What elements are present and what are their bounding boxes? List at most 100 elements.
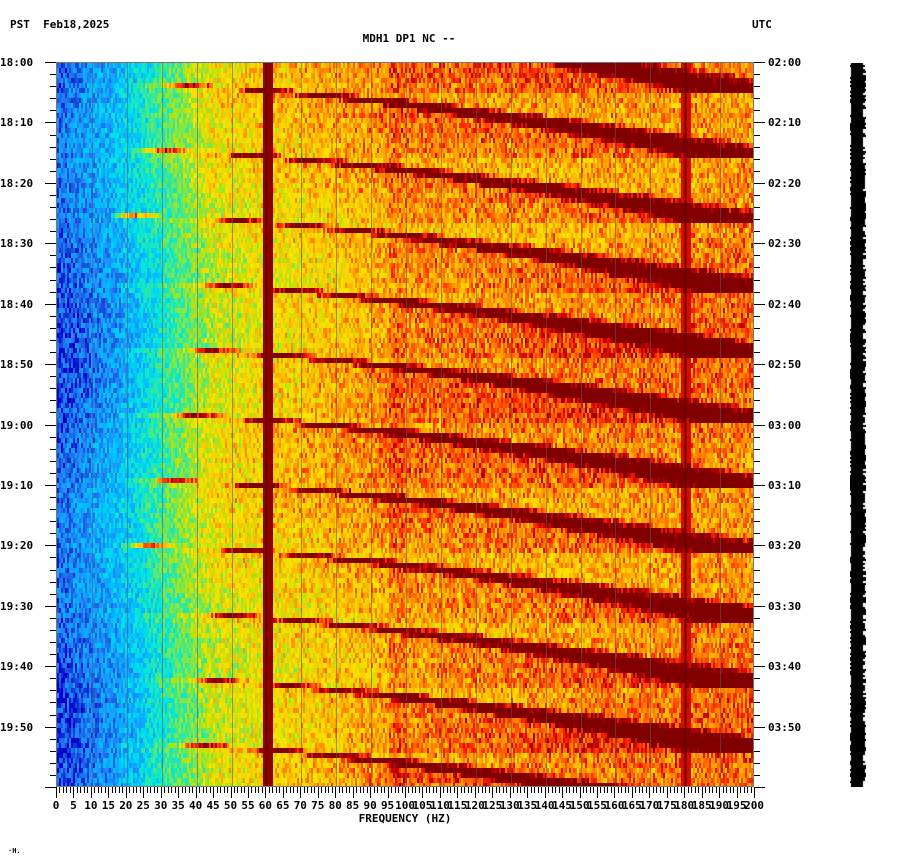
freq-axis-tick-label: 105 [412, 799, 433, 812]
freq-axis-minor-tick [600, 787, 601, 793]
freq-axis-minor-tick [402, 787, 403, 793]
left-axis-tick-label: 18:00 [0, 56, 34, 69]
left-axis-minor-tick [50, 594, 56, 595]
freq-axis-minor-tick [447, 787, 448, 793]
freq-axis-tick-label: 110 [430, 799, 450, 812]
freq-axis-minor-tick [621, 787, 622, 793]
freq-axis-tick-label: 150 [569, 799, 590, 812]
freq-axis-minor-tick [241, 787, 242, 793]
freq-axis-minor-tick [171, 787, 172, 793]
freq-axis-minor-tick [272, 787, 273, 793]
freq-axis-major-tick [178, 787, 179, 798]
freq-axis-minor-tick [520, 787, 521, 793]
header-date: Feb18,2025 [43, 18, 110, 31]
right-axis-major-tick [754, 485, 765, 486]
right-axis-minor-tick [754, 159, 760, 160]
left-axis-minor-tick [50, 388, 56, 389]
right-axis-minor-tick [754, 135, 760, 136]
right-axis-tick-label: 02:50 [768, 358, 802, 372]
right-axis-minor-tick [754, 751, 760, 752]
freq-axis-major-tick [667, 787, 668, 798]
left-axis-minor-tick [50, 509, 56, 510]
freq-axis-tick-label: 20 [119, 799, 133, 812]
freq-axis-tick-label: 100 [395, 799, 415, 812]
left-axis-minor-tick [50, 159, 56, 160]
freq-axis-minor-tick [695, 787, 696, 793]
freq-axis-major-tick [213, 787, 214, 798]
freq-axis-minor-tick [182, 787, 183, 793]
freq-axis-minor-tick [269, 787, 270, 793]
freq-axis-minor-tick [656, 787, 657, 793]
freq-axis-minor-tick [698, 787, 699, 793]
freq-axis-minor-tick [237, 787, 238, 793]
station-code-label: MDH1 DP1 NC -- [362, 32, 456, 45]
freq-axis-minor-tick [559, 787, 560, 793]
freq-axis-minor-tick [482, 787, 483, 793]
right-axis-minor-tick [754, 594, 760, 595]
freq-axis-minor-tick [555, 787, 556, 793]
freq-axis-major-tick [545, 787, 546, 798]
freq-axis-minor-tick [730, 787, 731, 793]
right-axis-major-tick [754, 545, 765, 546]
freq-axis-minor-tick [251, 787, 252, 793]
freq-axis-minor-tick [723, 787, 724, 793]
freq-axis-minor-tick [611, 787, 612, 793]
freq-axis-major-tick [370, 787, 371, 798]
left-axis-major-tick [45, 606, 56, 607]
left-axis-minor-tick [50, 86, 56, 87]
freq-axis-minor-tick [157, 787, 158, 793]
freq-axis-major-tick [143, 787, 144, 798]
freq-axis-minor-tick [227, 787, 228, 793]
freq-axis-minor-tick [524, 787, 525, 793]
freq-axis-tick-label: 30 [154, 799, 168, 812]
freq-axis-minor-tick [450, 787, 451, 793]
left-axis-major-tick [45, 727, 56, 728]
freq-axis-minor-tick [87, 787, 88, 793]
left-axis-minor-tick [50, 400, 56, 401]
right-axis-minor-tick [754, 207, 760, 208]
right-axis-minor-tick [754, 739, 760, 740]
freq-axis-major-tick [702, 787, 703, 798]
left-axis-minor-tick [50, 702, 56, 703]
right-axis-minor-tick [754, 437, 760, 438]
right-axis-minor-tick [754, 715, 760, 716]
right-axis-major-tick [754, 304, 765, 305]
left-axis-minor-tick [50, 461, 56, 462]
left-axis-minor-tick [50, 352, 56, 353]
right-axis-major-tick [754, 122, 765, 123]
right-axis-major-tick [754, 364, 765, 365]
freq-axis-minor-tick [122, 787, 123, 793]
left-axis-minor-tick [50, 570, 56, 571]
right-axis-minor-tick [754, 86, 760, 87]
left-axis-major-tick [45, 666, 56, 667]
left-axis-major-tick [45, 364, 56, 365]
freq-axis-major-tick [580, 787, 581, 798]
freq-axis-minor-tick [548, 787, 549, 793]
freq-axis-minor-tick [541, 787, 542, 793]
freq-axis-major-tick [614, 787, 615, 798]
freq-axis-tick-label: 40 [189, 799, 203, 812]
left-axis-minor-tick [50, 280, 56, 281]
left-axis-minor-tick [50, 437, 56, 438]
header-timezone-left: PST [10, 18, 30, 31]
freq-axis-tick-label: 135 [517, 799, 538, 812]
right-axis-minor-tick [754, 195, 760, 196]
left-axis-minor-tick [50, 171, 56, 172]
freq-axis-major-tick [510, 787, 511, 798]
right-axis-minor-tick [754, 509, 760, 510]
left-axis-minor-tick [50, 147, 56, 148]
right-axis-minor-tick [754, 775, 760, 776]
freq-axis-minor-tick [733, 787, 734, 793]
freq-axis-minor-tick [751, 787, 752, 793]
right-axis-minor-tick [754, 642, 760, 643]
right-axis-minor-tick [754, 280, 760, 281]
freq-axis-tick-label: 90 [363, 799, 377, 812]
freq-axis-tick-label: 55 [241, 799, 255, 812]
freq-axis-major-tick [126, 787, 127, 798]
freq-axis-minor-tick [468, 787, 469, 793]
left-axis-major-tick [45, 304, 56, 305]
freq-axis-minor-tick [189, 787, 190, 793]
freq-axis-minor-tick [339, 787, 340, 793]
noise-bar [850, 63, 866, 787]
right-axis-minor-tick [754, 521, 760, 522]
